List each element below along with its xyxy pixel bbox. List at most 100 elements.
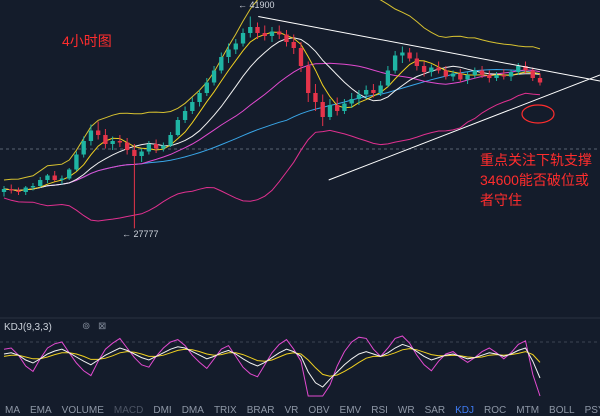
tab-dma[interactable]: DMA	[181, 405, 204, 416]
kdj-j-line	[3, 335, 541, 397]
candle-body	[226, 49, 231, 57]
candle-body	[233, 43, 238, 50]
candle-body	[255, 27, 260, 33]
candle-body	[67, 169, 72, 179]
candle-body	[508, 72, 514, 77]
candle-body	[204, 82, 209, 93]
candle-body	[23, 187, 28, 192]
tab-boll[interactable]: BOLL	[549, 405, 575, 416]
candle-body	[530, 70, 535, 78]
candle-body	[117, 141, 123, 143]
boll-lower-line	[3, 92, 541, 222]
candle-body	[400, 52, 405, 56]
candle-body	[313, 93, 318, 102]
candle-body	[81, 141, 86, 155]
tab-wr[interactable]: WR	[397, 405, 415, 416]
candle-body	[95, 130, 101, 135]
candle-body	[197, 93, 202, 102]
candle-body	[458, 73, 463, 80]
tab-kdj[interactable]: KDJ	[455, 405, 475, 416]
tab-ema[interactable]: EMA	[30, 405, 52, 416]
candle-body	[88, 130, 94, 141]
kdj-k-line	[3, 343, 541, 388]
tab-rsi[interactable]: RSI	[371, 405, 388, 416]
ma5-line	[3, 31, 541, 192]
candle-body	[472, 70, 477, 75]
close-icon[interactable]: ⊠	[98, 321, 107, 332]
ma20-line	[3, 62, 541, 192]
candle-body	[168, 135, 173, 146]
candle-body	[487, 75, 492, 78]
candle-body	[335, 105, 340, 111]
tab-sar[interactable]: SAR	[424, 405, 446, 416]
candle-body	[30, 186, 36, 188]
candle-body	[349, 99, 354, 104]
candle-body	[161, 145, 166, 149]
candle-body	[277, 31, 282, 35]
candle-body	[327, 105, 333, 117]
candle-body	[378, 85, 383, 93]
high-price-label: ← 41900	[238, 0, 275, 10]
candle-body	[450, 73, 456, 77]
candle-body	[284, 34, 289, 42]
candle-body	[124, 142, 130, 150]
tab-macd[interactable]: MACD	[113, 405, 144, 416]
tab-obv[interactable]: OBV	[308, 405, 330, 416]
candle-body	[52, 175, 57, 180]
tab-psy[interactable]: PSY	[584, 405, 600, 416]
candle-body	[537, 78, 543, 83]
candle-body	[407, 52, 412, 59]
candle-body	[110, 141, 115, 144]
candle-body	[45, 175, 50, 180]
support-circle	[521, 104, 555, 124]
candle-body	[516, 66, 521, 72]
candle-body	[103, 135, 108, 144]
tab-volume[interactable]: VOLUME	[61, 405, 104, 416]
candle-body	[1, 189, 7, 192]
candle-body	[211, 70, 217, 83]
candle-body	[414, 58, 420, 66]
support-note: 重点关注下轨支撑34600能否破位或者守住	[480, 152, 592, 208]
settings-icon[interactable]: ⊚	[82, 321, 91, 332]
timeframe-label: 4小时图	[62, 33, 112, 49]
candle-body	[16, 190, 21, 192]
boll-upper-line	[3, 0, 541, 181]
candle-body	[240, 33, 246, 44]
candle-body	[385, 70, 391, 86]
indicator-tab-bar: MA EMA VOLUME MACD DMI DMA TRIX BRAR VR OBV EMV RSI…	[0, 406, 600, 416]
candle-body	[38, 180, 43, 186]
candle-body	[269, 31, 275, 36]
kdj-d-line	[3, 348, 541, 377]
tab-dmi[interactable]: DMI	[153, 405, 172, 416]
candle-body	[153, 144, 159, 149]
candle-body	[356, 94, 362, 99]
tab-emv[interactable]: EMV	[339, 405, 362, 416]
candle-body	[523, 66, 528, 71]
tab-vr[interactable]: VR	[284, 405, 299, 416]
tab-brar[interactable]: BRAR	[246, 405, 275, 416]
candle-body	[132, 150, 137, 156]
candle-body	[436, 67, 441, 71]
candle-body	[342, 103, 347, 111]
ma40-line	[3, 68, 541, 192]
tab-trix[interactable]: TRIX	[213, 405, 237, 416]
candle-body	[291, 42, 296, 48]
candle-body	[248, 27, 253, 33]
candle-body	[421, 66, 427, 72]
kdj-indicator-label: KDJ(9,3,3)	[4, 322, 52, 333]
candle-body	[371, 90, 376, 93]
tab-roc[interactable]: ROC	[484, 405, 507, 416]
lower-trendline	[328, 74, 600, 181]
candle-body	[479, 70, 485, 75]
candle-body	[219, 57, 224, 71]
low-price-label: ← 27777	[122, 229, 159, 239]
candle-body	[320, 102, 325, 117]
tab-mtm[interactable]: MTM	[516, 405, 540, 416]
tab-ma[interactable]: MA	[5, 405, 20, 416]
candle-body	[363, 90, 369, 95]
candle-body	[9, 189, 14, 191]
candle-body	[429, 67, 434, 72]
candle-body	[190, 102, 195, 111]
candle-body	[501, 75, 506, 77]
